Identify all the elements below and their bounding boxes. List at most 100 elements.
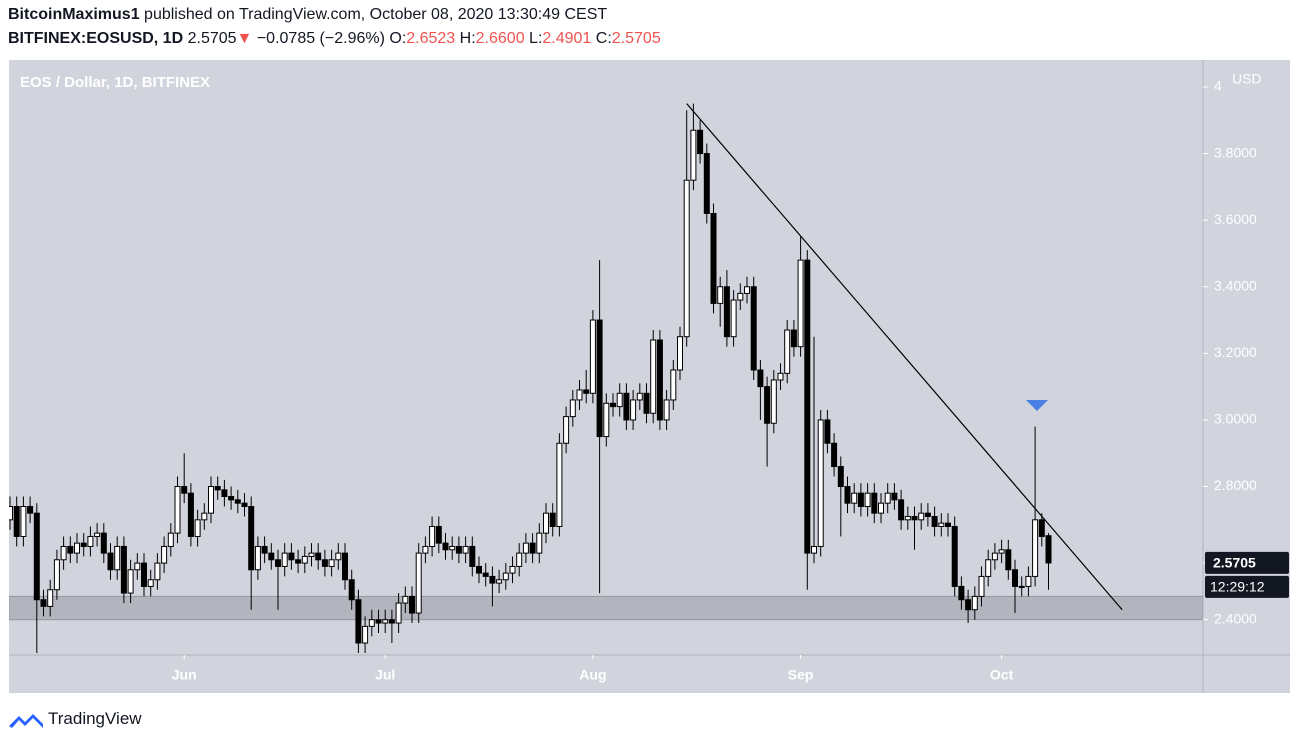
candle-body — [288, 552, 295, 561]
candle-body — [991, 552, 998, 561]
y-tick-label: 3.6000 — [1214, 211, 1257, 227]
candle-body — [998, 549, 1005, 554]
candle-body — [161, 545, 168, 564]
candle-body — [744, 286, 750, 294]
candle-body — [797, 259, 804, 348]
candle-body — [1018, 585, 1025, 588]
ohlc-value: 2.6600 — [475, 30, 525, 47]
last-price-tag — [1205, 551, 1289, 574]
candle-body — [328, 559, 335, 567]
candle-body — [938, 522, 945, 527]
candle-body — [697, 129, 704, 155]
candle-body — [623, 392, 630, 421]
candle-body — [1012, 569, 1018, 587]
brand: TradingView — [48, 709, 142, 728]
candle-body — [1025, 575, 1032, 587]
candle-body — [630, 399, 637, 421]
y-tick-label: 3.8000 — [1214, 144, 1257, 160]
candle-body — [308, 552, 315, 557]
candle-body — [40, 599, 47, 607]
candle-body — [831, 442, 838, 468]
candle-body — [643, 392, 650, 414]
candle-body — [717, 286, 724, 304]
candle-body — [489, 575, 496, 584]
candle-body — [80, 542, 87, 547]
candle-body — [811, 545, 817, 554]
candle-body — [402, 595, 409, 604]
candle-body — [871, 492, 878, 514]
candle-body — [462, 545, 469, 554]
ohlc-value: 2.5705 — [611, 30, 661, 47]
y-tick-label: 3.2000 — [1214, 344, 1257, 360]
candle-body — [804, 259, 811, 554]
candle-body — [254, 545, 261, 571]
candle-body — [576, 389, 583, 401]
candle-body — [60, 545, 67, 561]
y-tick-label: 3.4000 — [1214, 277, 1257, 293]
support-zone — [9, 595, 1203, 621]
candle-body — [409, 595, 415, 614]
candle-body — [355, 599, 362, 644]
candle-body — [790, 329, 797, 348]
candle-body — [951, 525, 958, 587]
candle-body — [1032, 519, 1039, 577]
candle-body — [449, 545, 456, 551]
candle-body — [194, 519, 201, 537]
candle-body — [670, 369, 677, 401]
symbol-line: BITFINEX:EOSUSD, 1D 2.5705▼ −0.0785 (−2.… — [8, 30, 661, 48]
candle-body — [114, 545, 121, 571]
candle-body — [1005, 549, 1012, 571]
candle-body — [770, 379, 777, 424]
chart-panel — [9, 60, 1290, 693]
candle-body — [382, 619, 389, 624]
candle-body — [730, 299, 737, 338]
candle-body — [228, 496, 235, 501]
candle-body — [469, 545, 476, 567]
candle-body — [120, 545, 127, 594]
candle-body — [529, 542, 536, 554]
candle-body — [918, 512, 925, 521]
candle-body — [201, 512, 208, 521]
candle-body — [945, 522, 951, 527]
candle-body — [53, 559, 60, 591]
ohlc-label: H: — [459, 30, 476, 47]
candle-body — [884, 492, 891, 504]
candle-body — [141, 562, 147, 587]
candle-body — [502, 572, 509, 581]
candle-body — [857, 492, 864, 507]
y-unit: USD — [1232, 71, 1262, 87]
candle-body — [616, 392, 623, 408]
candle-body — [1038, 519, 1045, 537]
y-tick-label: 2.8000 — [1214, 477, 1257, 493]
candle-body — [509, 565, 516, 574]
candle-body — [134, 562, 141, 571]
candle-body — [342, 552, 348, 581]
candle-body — [87, 535, 94, 547]
candle-body — [851, 492, 858, 504]
candle-body — [931, 515, 938, 527]
candle-body — [181, 486, 188, 494]
candle-body — [27, 505, 34, 514]
candle-body — [476, 565, 482, 574]
candle-body — [583, 389, 590, 394]
logo — [9, 714, 43, 728]
y-tick-label: 2.4000 — [1214, 610, 1257, 626]
candle-body — [965, 599, 972, 611]
candle-body — [757, 369, 764, 388]
candle-body — [248, 505, 255, 571]
candle-body — [911, 515, 918, 521]
candle-body — [971, 595, 978, 611]
candle-body — [844, 486, 851, 504]
candle-body — [737, 292, 744, 301]
candle-body — [281, 552, 288, 567]
ohlc-value: 2.6523 — [406, 30, 456, 47]
candle-body — [9, 505, 13, 521]
candle-body — [47, 589, 54, 607]
candle-body — [422, 545, 429, 554]
candle-body — [107, 552, 114, 571]
candle-body — [543, 512, 549, 534]
candle-body — [723, 286, 730, 338]
x-tick-label: Aug — [579, 667, 606, 683]
candle-body — [234, 499, 241, 504]
candle-body — [864, 492, 871, 507]
